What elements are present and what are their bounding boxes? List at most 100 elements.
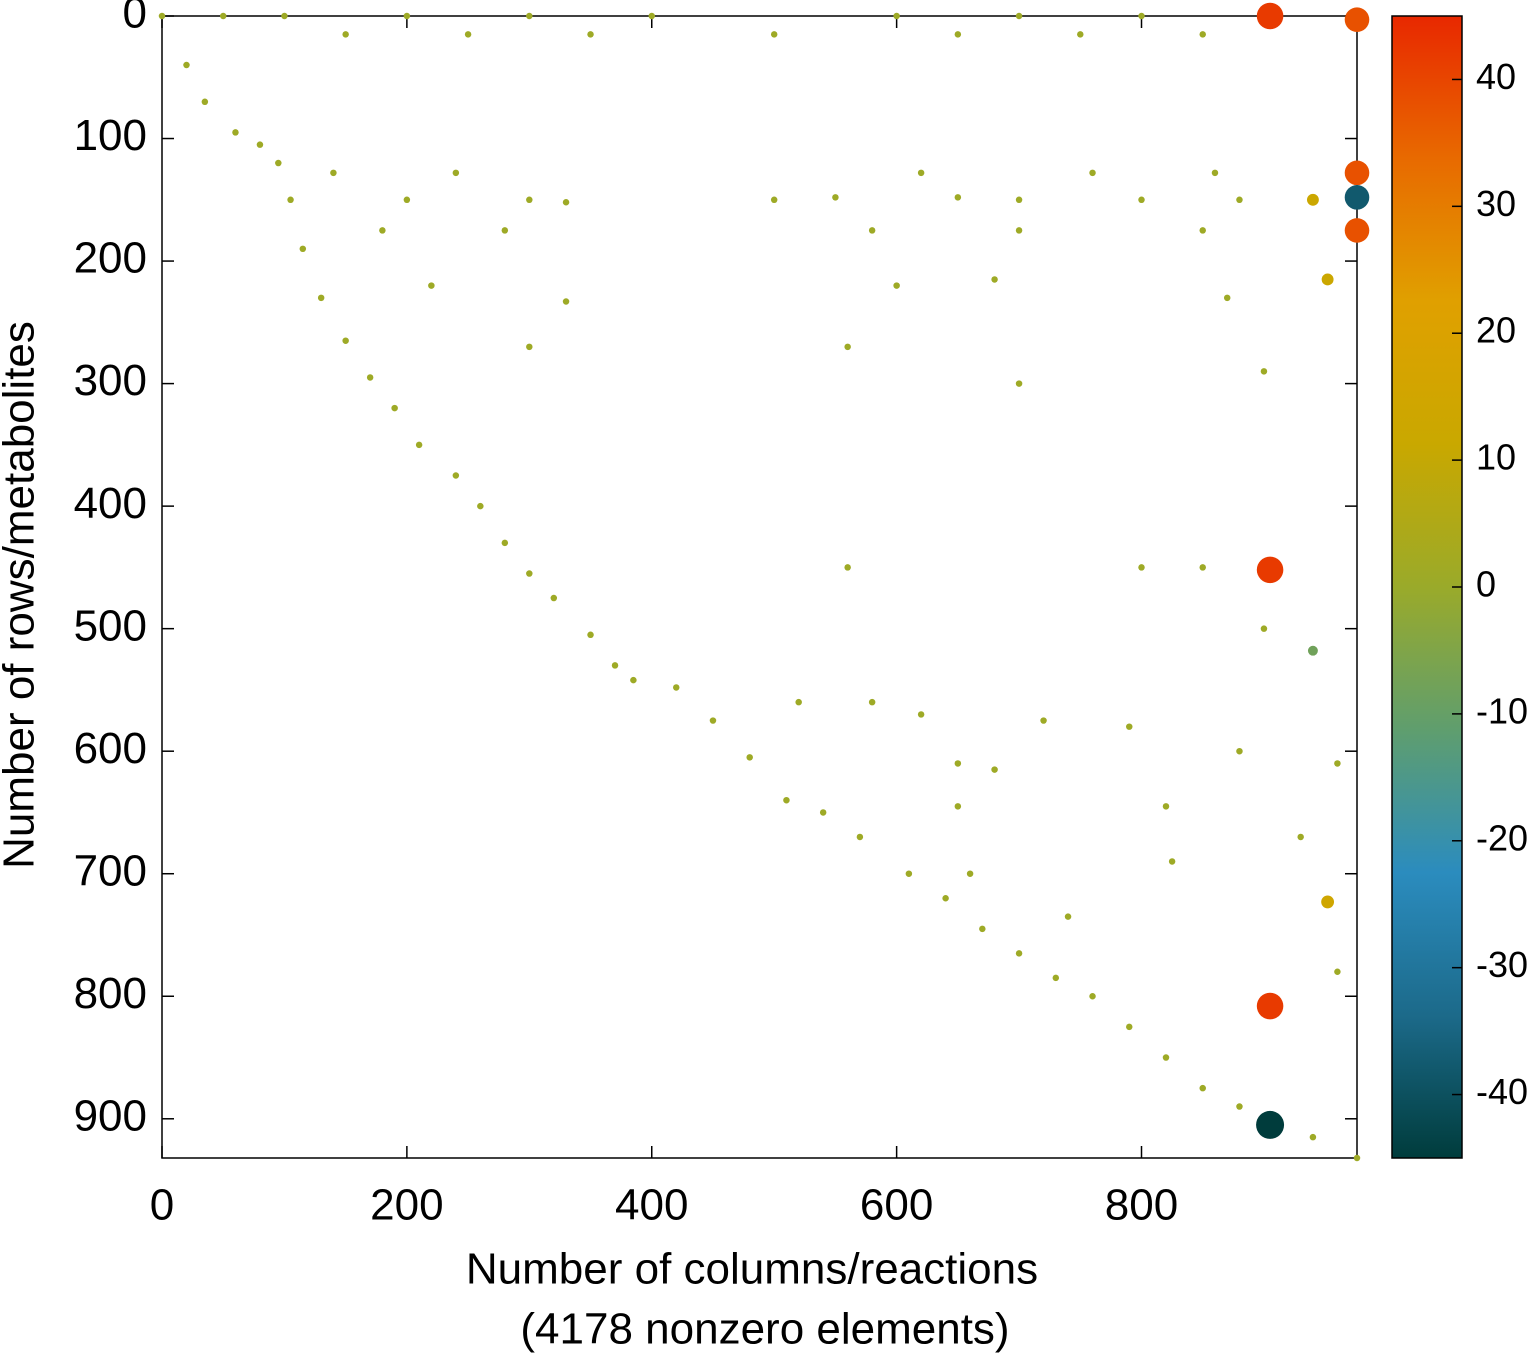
nonzero-point — [1168, 858, 1176, 865]
colorbar-tick-label: 40 — [1476, 56, 1516, 97]
y-tick-label: 500 — [74, 601, 147, 650]
colorbar-tick-label: -10 — [1476, 690, 1528, 731]
nonzero-point — [893, 282, 900, 289]
nonzero-point — [1256, 1110, 1285, 1139]
nonzero-point — [452, 472, 460, 479]
nonzero-point — [819, 809, 827, 816]
nonzero-point — [183, 61, 190, 69]
nonzero-point — [868, 698, 876, 706]
nonzero-point — [709, 717, 717, 724]
nonzero-point — [281, 12, 288, 20]
nonzero-point — [526, 343, 533, 351]
nonzero-point — [954, 803, 962, 810]
nonzero-point — [415, 441, 423, 449]
colorbar-tick-label: 20 — [1476, 310, 1516, 351]
nonzero-point — [1236, 196, 1243, 204]
nonzero-point — [1199, 564, 1206, 571]
nonzero-point — [1138, 12, 1145, 20]
nonzero-point — [1344, 7, 1370, 32]
nonzero-point — [1040, 717, 1047, 724]
nonzero-point — [1236, 747, 1243, 755]
nonzero-point — [648, 12, 655, 20]
nonzero-point — [905, 870, 913, 877]
nonzero-point — [330, 169, 337, 177]
colorbar-tick-label: -30 — [1476, 944, 1528, 985]
y-tick-label: 300 — [74, 356, 147, 405]
nonzero-point — [1321, 895, 1335, 909]
nonzero-point — [1256, 992, 1284, 1020]
colorbar — [1391, 15, 1463, 1159]
nonzero-point — [672, 684, 680, 691]
nonzero-point — [379, 227, 386, 234]
nonzero-point — [1162, 803, 1170, 810]
y-tick-label: 800 — [74, 969, 147, 1018]
x-tick-label: 0 — [150, 1181, 174, 1230]
nonzero-point — [403, 196, 411, 204]
nonzero-point — [1344, 160, 1370, 186]
x-axis-label: Number of columns/reactions — [466, 1245, 1038, 1294]
nonzero-point — [917, 169, 925, 177]
nonzero-point — [464, 31, 472, 38]
nonzero-point — [1260, 368, 1268, 375]
nonzero-point — [832, 194, 839, 201]
nonzero-point — [1015, 950, 1023, 957]
nonzero-point — [770, 196, 778, 204]
nonzero-point — [562, 199, 570, 206]
nonzero-point — [954, 760, 962, 767]
y-tick-label: 900 — [74, 1091, 147, 1140]
nonzero-point — [1077, 31, 1084, 38]
nonzero-point — [275, 159, 282, 167]
nonzero-point — [1052, 974, 1060, 982]
nonzero-point — [966, 870, 974, 877]
nonzero-point — [746, 754, 753, 761]
nonzero-point — [1353, 1154, 1361, 1162]
colorbar-tick-label: -40 — [1476, 1071, 1528, 1112]
nonzero-point — [1064, 913, 1072, 920]
nonzero-point — [1199, 227, 1206, 234]
nonzero-point — [942, 894, 949, 902]
nonzero-point — [770, 31, 778, 38]
y-tick-label: 700 — [74, 846, 147, 895]
nonzero-point — [991, 276, 998, 283]
nonzero-point — [1344, 218, 1370, 243]
nonzero-point — [1211, 169, 1219, 177]
nonzero-point — [611, 662, 619, 669]
nonzero-point — [630, 676, 637, 684]
nonzero-point — [342, 337, 349, 344]
nonzero-point — [158, 12, 166, 20]
nonzero-point — [868, 227, 876, 234]
y-tick-label: 0 — [123, 0, 147, 38]
nonzero-point — [562, 298, 570, 305]
y-tick-label: 400 — [74, 479, 147, 528]
nonzero-point — [954, 31, 962, 38]
nonzero-point — [232, 129, 239, 136]
nonzero-point — [1260, 625, 1268, 632]
colorbar-tick-label: -20 — [1476, 817, 1528, 858]
nonzero-point — [526, 12, 533, 20]
nonzero-point — [452, 169, 460, 177]
x-tick-label: 400 — [615, 1181, 688, 1230]
plot-frame — [161, 15, 1358, 1159]
nonzero-point — [844, 564, 851, 571]
nonzero-point — [917, 711, 925, 718]
y-tick-label: 200 — [74, 234, 147, 283]
nonzero-point — [1162, 1054, 1170, 1061]
x-tick-label: 600 — [860, 1181, 933, 1230]
nonzero-point — [1126, 723, 1133, 730]
nonzero-point — [256, 141, 264, 148]
nonzero-point — [1256, 556, 1284, 584]
nonzero-point — [1089, 169, 1096, 177]
nonzero-point — [219, 12, 227, 20]
nonzero-point — [991, 766, 998, 773]
nonzero-point — [477, 502, 484, 510]
nonzero-point — [856, 833, 864, 841]
colorbar-tick-label: 0 — [1476, 564, 1496, 605]
nonzero-point — [1334, 968, 1341, 975]
nonzero-point — [428, 282, 435, 289]
y-tick-label: 100 — [74, 111, 147, 160]
nonzero-point — [1089, 993, 1096, 1000]
nonzero-point — [501, 227, 509, 234]
nonzero-point — [317, 294, 325, 302]
nonzero-point — [795, 698, 802, 706]
